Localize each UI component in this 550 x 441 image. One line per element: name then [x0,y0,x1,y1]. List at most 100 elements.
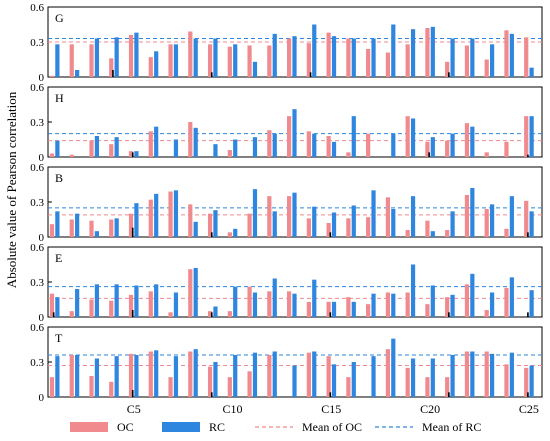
bar-oc [504,141,509,157]
legend-label: Mean of RC [422,420,481,434]
bar-oc [69,355,74,397]
bar-rc [391,293,396,317]
bar-oc [326,32,331,77]
bar-rc [55,297,60,317]
bar-marker [131,227,134,237]
bar-rc [134,355,139,397]
bar-rc [470,351,475,397]
bar-oc [148,131,153,157]
bar-rc [272,33,277,77]
legend-swatch [70,422,108,432]
bar-rc [410,196,416,237]
bar-oc [366,217,371,237]
bar-rc [272,278,277,317]
panel-H: H 0 0.3 0.6 [30,82,543,164]
bar-rc [154,284,159,317]
bar-oc [405,292,410,317]
bar-rc [470,188,475,237]
bar-oc [385,52,390,77]
bar-oc [326,301,331,317]
bar-marker [527,154,529,157]
bar-marker [112,70,114,77]
y-tick-label: 0.6 [30,242,44,254]
bar-rc [154,350,159,397]
bar-rc [252,61,258,77]
bar-rc [529,116,534,157]
bar-oc [287,196,292,237]
bar-oc [306,131,311,157]
bar-rc [371,293,376,317]
y-tick-label: 0.3 [30,277,44,289]
bar-rc [173,44,179,77]
bar-rc [391,133,396,157]
bar-rc [410,29,416,78]
bar-oc [445,61,450,77]
y-tick-label: 0 [39,232,45,244]
bar-rc [114,218,119,237]
bar-rc [55,356,60,397]
bar-oc [405,367,410,397]
bar-oc [267,196,272,237]
bar-rc [134,285,139,317]
bar-oc [247,371,252,397]
bar-oc [247,45,252,77]
legend-label: Mean of OC [302,420,362,434]
bar-marker [329,312,332,317]
bar-oc [504,364,509,397]
y-tick-label: 0 [39,152,45,164]
bar-rc [213,306,218,317]
bar-rc [529,365,534,397]
bar-rc [430,285,435,317]
bar-oc [188,122,193,157]
bar-oc [366,133,371,157]
panel-label: B [55,171,63,185]
y-tick-label: 0.6 [30,2,44,14]
bar-rc [430,26,435,77]
bar-oc [128,294,134,317]
y-tick-label: 0.6 [30,322,44,334]
bar-rc [213,210,218,237]
bar-oc [69,154,74,157]
bar-rc [391,24,396,77]
bar-rc [410,118,416,157]
bar-oc [188,204,193,237]
bar-oc [287,291,292,317]
bar-oc [89,220,94,237]
bar-rc [331,212,337,237]
bar-oc [207,311,213,317]
bar-oc [227,311,232,317]
bar-oc [128,213,134,237]
bar-oc [267,45,272,77]
bar-marker [131,152,134,157]
bar-oc [49,224,55,237]
bar-oc [267,355,272,397]
bar-oc [385,197,390,237]
bar-oc [109,381,114,397]
bar-rc [450,38,455,77]
y-tick-label: 0.3 [30,357,44,369]
bar-rc [331,301,337,317]
bar-oc [188,269,193,317]
bar-rc [450,133,455,157]
bar-oc [346,377,351,397]
bar-oc [464,195,470,237]
x-axis: C5 C10 C15 C20 C25 [127,402,539,416]
bar-marker [131,310,134,317]
bar-rc [55,211,60,237]
bar-rc [252,137,258,157]
bar-rc [371,38,376,77]
bar-rc [371,190,376,237]
bar-oc [524,116,529,157]
panel-label: H [55,91,64,105]
panel-G: G 0 0.3 0.6 [30,2,543,84]
bar-oc [366,49,371,77]
bar-oc [267,291,272,317]
bar-rc [272,211,277,237]
bar-oc [405,230,410,237]
bar-rc [292,293,297,317]
bar-rc [94,284,99,317]
bar-marker [329,232,332,237]
bar-marker [448,312,450,317]
bar-oc [89,44,94,77]
